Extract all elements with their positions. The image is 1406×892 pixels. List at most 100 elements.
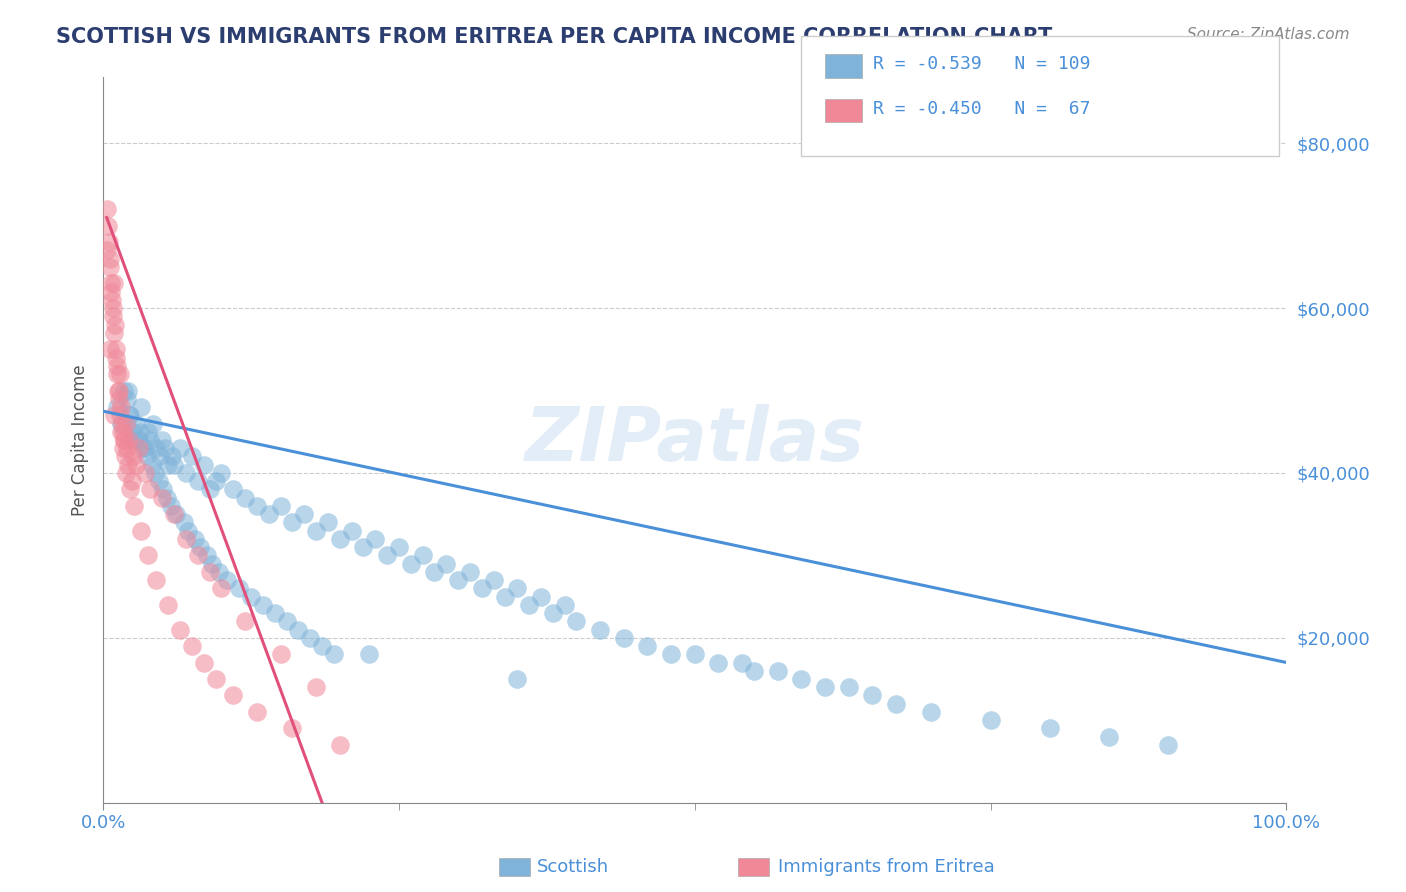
Point <box>471 582 494 596</box>
Point <box>101 301 124 315</box>
Point <box>104 351 127 365</box>
Point <box>174 532 197 546</box>
Point <box>128 425 150 439</box>
Point <box>211 466 233 480</box>
Point <box>128 442 150 456</box>
Point <box>129 524 152 538</box>
Point <box>814 680 837 694</box>
Point <box>530 590 553 604</box>
Point <box>136 425 159 439</box>
Point <box>252 598 274 612</box>
Point <box>506 672 529 686</box>
Point <box>136 549 159 563</box>
Point <box>150 491 173 505</box>
Point <box>121 425 143 439</box>
Point <box>112 425 135 439</box>
Point <box>884 697 907 711</box>
Point <box>115 466 138 480</box>
Point <box>1039 722 1062 736</box>
Point <box>134 466 156 480</box>
Point <box>707 656 730 670</box>
Point <box>120 409 142 423</box>
Point <box>554 598 576 612</box>
Point <box>246 499 269 513</box>
Point <box>233 615 256 629</box>
Point <box>122 499 145 513</box>
Point <box>117 384 139 398</box>
Point <box>153 442 176 456</box>
Point <box>311 639 333 653</box>
Point <box>980 713 1002 727</box>
Point <box>683 647 706 661</box>
Text: Scottish: Scottish <box>537 858 609 876</box>
Point <box>128 433 150 447</box>
Point <box>217 573 239 587</box>
Text: R = -0.450   N =  67: R = -0.450 N = 67 <box>873 100 1091 118</box>
Point <box>121 450 143 464</box>
Point <box>281 722 304 736</box>
Point <box>589 623 612 637</box>
Point <box>208 565 231 579</box>
Point <box>193 656 215 670</box>
Point <box>299 631 322 645</box>
Point <box>156 491 179 505</box>
Point <box>98 343 121 357</box>
Point <box>111 442 134 456</box>
Point <box>188 540 211 554</box>
Point <box>174 466 197 480</box>
Point <box>1157 738 1180 752</box>
Point <box>143 466 166 480</box>
Point <box>145 442 167 456</box>
Point <box>148 474 170 488</box>
Point <box>766 664 789 678</box>
Text: Immigrants from Eritrea: Immigrants from Eritrea <box>778 858 994 876</box>
Point <box>187 549 209 563</box>
Point <box>108 392 131 406</box>
Point <box>114 417 136 431</box>
Point <box>105 359 128 373</box>
Point <box>329 532 352 546</box>
Text: SCOTTISH VS IMMIGRANTS FROM ERITREA PER CAPITA INCOME CORRELATION CHART: SCOTTISH VS IMMIGRANTS FROM ERITREA PER … <box>56 27 1053 46</box>
Point <box>110 400 132 414</box>
Point <box>103 409 125 423</box>
Point <box>103 310 125 324</box>
Point <box>204 672 226 686</box>
Point <box>246 705 269 719</box>
Point <box>276 615 298 629</box>
Point <box>541 606 564 620</box>
Point <box>100 285 122 299</box>
Point <box>110 417 132 431</box>
Point <box>135 450 157 464</box>
Point <box>187 474 209 488</box>
Point <box>141 458 163 472</box>
Point <box>166 507 188 521</box>
Point <box>222 689 245 703</box>
Point <box>118 409 141 423</box>
Point <box>316 516 339 530</box>
Point <box>281 516 304 530</box>
Point <box>742 664 765 678</box>
Point <box>423 565 446 579</box>
Point <box>120 483 142 497</box>
Point <box>177 524 200 538</box>
Point <box>145 573 167 587</box>
Point <box>163 458 186 472</box>
Text: ZIPatlas: ZIPatlas <box>524 403 865 476</box>
Point <box>292 507 315 521</box>
Point <box>115 392 138 406</box>
Point <box>193 458 215 472</box>
Point <box>305 680 328 694</box>
Point <box>195 549 218 563</box>
Point <box>98 252 121 266</box>
Point <box>159 499 181 513</box>
Point <box>139 483 162 497</box>
Point <box>118 433 141 447</box>
Point <box>201 557 224 571</box>
Text: Source: ZipAtlas.com: Source: ZipAtlas.com <box>1187 27 1350 42</box>
Y-axis label: Per Capita Income: Per Capita Income <box>72 364 89 516</box>
Point <box>107 384 129 398</box>
Text: R = -0.539   N = 109: R = -0.539 N = 109 <box>873 55 1091 73</box>
Point <box>112 384 135 398</box>
Point <box>412 549 434 563</box>
Point <box>152 483 174 497</box>
